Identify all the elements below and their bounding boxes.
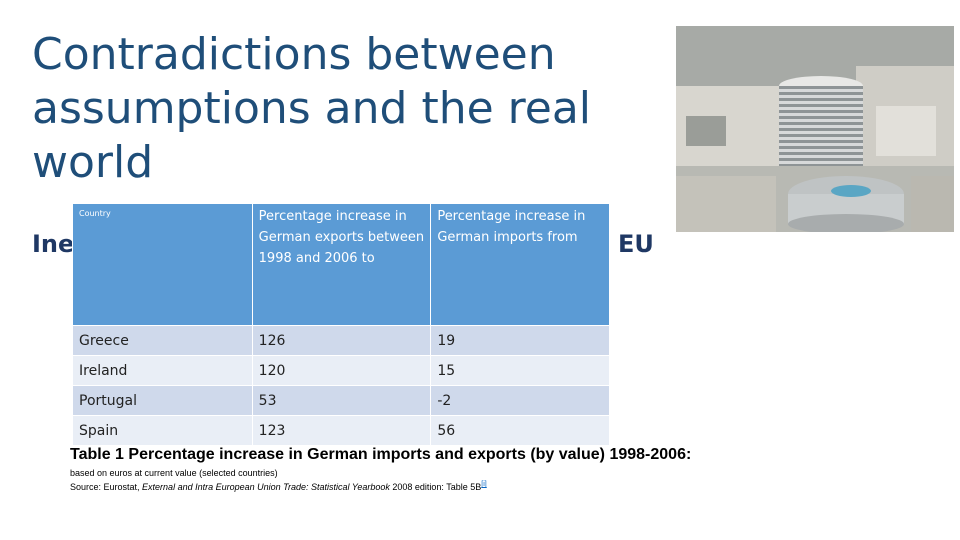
cell-country: Ireland	[72, 355, 253, 386]
bmw-headquarters-photo	[676, 26, 954, 232]
subtitle-fragment-left: Ine	[32, 230, 75, 258]
table-caption: Table 1 Percentage increase in German im…	[70, 446, 692, 463]
cell-imports: -2	[430, 385, 610, 416]
cell-imports: 56	[430, 415, 610, 446]
trade-table: Country Percentage increase in German ex…	[72, 203, 610, 446]
source-title: External and Intra European Union Trade:…	[142, 482, 390, 492]
slide-title: Contradictions between assumptions and t…	[32, 29, 592, 188]
subtitle-fragment-right: EU	[618, 230, 654, 258]
cell-imports: 15	[430, 355, 610, 386]
table-row: Ireland 120 15	[72, 355, 610, 386]
header-country: Country	[72, 203, 253, 326]
table-source-note: based on euros at current value (selecte…	[70, 468, 487, 493]
source-prefix: Source: Eurostat,	[70, 482, 143, 492]
table-header-row: Country Percentage increase in German ex…	[72, 203, 610, 326]
footnote-ref-link[interactable]: [i]	[481, 481, 487, 488]
cell-country: Spain	[72, 415, 253, 446]
cell-country: Portugal	[72, 385, 253, 416]
photo-illustration	[676, 26, 954, 232]
cell-exports: 53	[251, 385, 432, 416]
source-suffix: 2008 edition: Table 5B	[389, 482, 482, 492]
table-row: Greece 126 19	[72, 325, 610, 356]
note-line-basis: based on euros at current value (selecte…	[70, 468, 278, 478]
cell-imports: 19	[430, 325, 610, 356]
header-imports: Percentage increase in German imports fr…	[430, 203, 610, 326]
table-row: Portugal 53 -2	[72, 385, 610, 416]
cell-country: Greece	[72, 325, 253, 356]
header-exports: Percentage increase in German exports be…	[251, 203, 432, 326]
cell-exports: 126	[251, 325, 432, 356]
table-row: Spain 123 56	[72, 415, 610, 446]
note-line-source: Source: Eurostat, External and Intra Eur…	[70, 479, 487, 493]
cell-exports: 120	[251, 355, 432, 386]
cell-exports: 123	[251, 415, 432, 446]
